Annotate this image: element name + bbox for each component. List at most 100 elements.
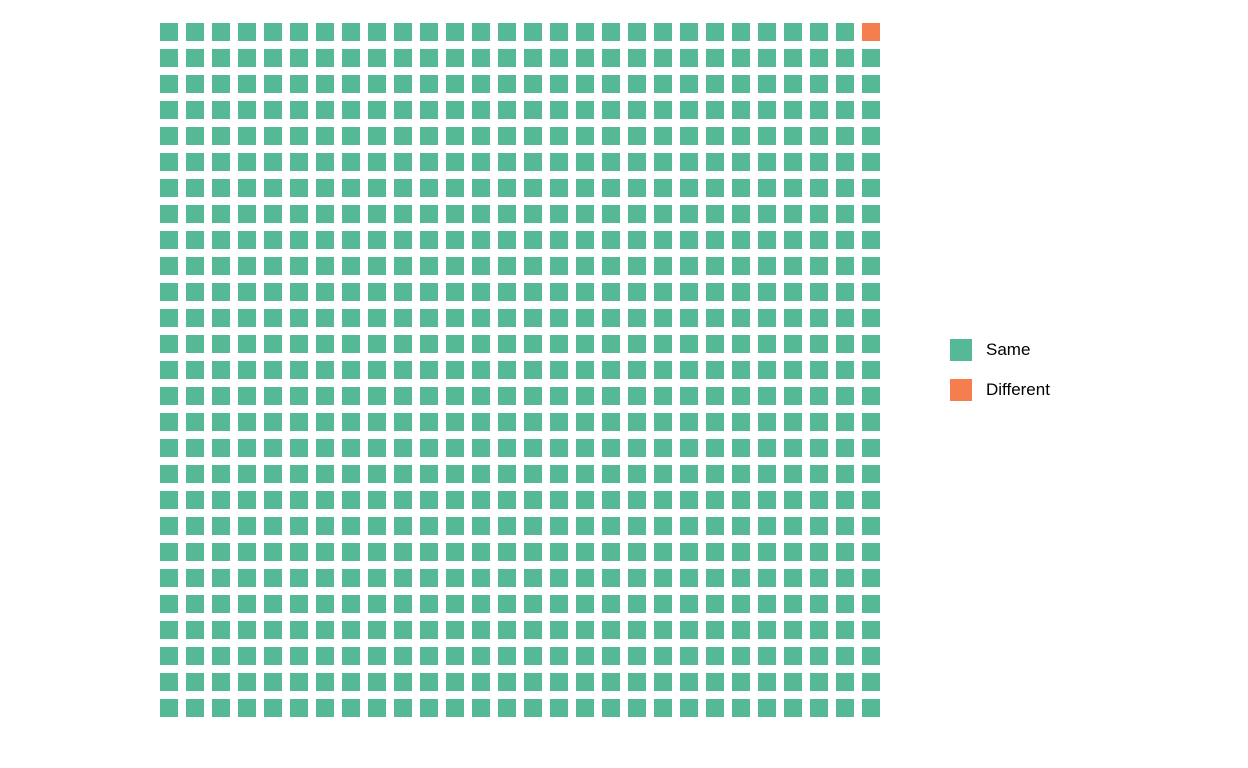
waffle-cell — [420, 283, 438, 301]
waffle-cell — [498, 361, 516, 379]
waffle-cell — [472, 179, 490, 197]
waffle-cell — [342, 491, 360, 509]
waffle-cell — [550, 153, 568, 171]
waffle-cell — [368, 127, 386, 145]
waffle-cell — [862, 465, 880, 483]
waffle-cell — [212, 127, 230, 145]
waffle-cell — [212, 465, 230, 483]
waffle-cell — [732, 465, 750, 483]
waffle-cell — [446, 491, 464, 509]
waffle-cell — [784, 205, 802, 223]
waffle-cell — [472, 361, 490, 379]
waffle-cell — [420, 335, 438, 353]
waffle-cell — [524, 205, 542, 223]
waffle-cell — [680, 413, 698, 431]
waffle-cell — [628, 127, 646, 145]
waffle-cell — [654, 75, 672, 93]
waffle-cell — [212, 517, 230, 535]
waffle-cell — [264, 387, 282, 405]
waffle-cell — [342, 413, 360, 431]
waffle-cell — [654, 231, 672, 249]
waffle-cell — [550, 647, 568, 665]
waffle-cell — [524, 387, 542, 405]
waffle-cell — [238, 231, 256, 249]
waffle-cell — [628, 673, 646, 691]
waffle-cell — [394, 127, 412, 145]
waffle-cell — [368, 231, 386, 249]
waffle-cell — [290, 75, 308, 93]
waffle-cell — [576, 179, 594, 197]
waffle-cell — [680, 699, 698, 717]
waffle-cell — [524, 491, 542, 509]
waffle-cell — [420, 231, 438, 249]
waffle-cell — [394, 517, 412, 535]
waffle-cell — [160, 153, 178, 171]
waffle-cell — [290, 179, 308, 197]
waffle-cell — [576, 413, 594, 431]
waffle-cell — [316, 673, 334, 691]
waffle-cell — [576, 49, 594, 67]
waffle-cell — [342, 309, 360, 327]
waffle-cell — [472, 413, 490, 431]
waffle-cell — [238, 257, 256, 275]
waffle-cell — [550, 283, 568, 301]
waffle-cell — [732, 387, 750, 405]
waffle-cell — [758, 517, 776, 535]
waffle-cell — [550, 673, 568, 691]
waffle-cell — [524, 517, 542, 535]
waffle-cell — [420, 413, 438, 431]
waffle-cell — [342, 439, 360, 457]
waffle-cell — [680, 569, 698, 587]
waffle-cell — [238, 621, 256, 639]
waffle-cell — [368, 673, 386, 691]
waffle-cell — [524, 179, 542, 197]
waffle-cell — [316, 23, 334, 41]
waffle-cell — [810, 153, 828, 171]
waffle-cell — [186, 127, 204, 145]
waffle-cell — [186, 595, 204, 613]
waffle-cell — [680, 621, 698, 639]
waffle-cell — [628, 491, 646, 509]
waffle-cell — [498, 387, 516, 405]
waffle-cell — [498, 153, 516, 171]
waffle-cell — [654, 387, 672, 405]
legend-item-different: Different — [950, 379, 1050, 401]
waffle-cell — [160, 49, 178, 67]
waffle-cell — [420, 673, 438, 691]
waffle-cell — [784, 179, 802, 197]
waffle-cell — [264, 127, 282, 145]
waffle-cell — [810, 595, 828, 613]
waffle-cell — [264, 75, 282, 93]
waffle-cell — [212, 673, 230, 691]
waffle-cell — [238, 465, 256, 483]
waffle-cell — [316, 75, 334, 93]
waffle-cell — [498, 23, 516, 41]
waffle-cell — [810, 231, 828, 249]
waffle-cell — [602, 49, 620, 67]
waffle-cell — [810, 101, 828, 119]
waffle-cell — [160, 595, 178, 613]
waffle-cell — [628, 23, 646, 41]
waffle-cell — [420, 257, 438, 275]
waffle-cell — [498, 543, 516, 561]
waffle-cell — [862, 621, 880, 639]
waffle-cell — [602, 491, 620, 509]
waffle-cell — [784, 439, 802, 457]
waffle-cell — [420, 439, 438, 457]
waffle-cell — [238, 543, 256, 561]
waffle-cell — [602, 309, 620, 327]
waffle-cell — [706, 543, 724, 561]
waffle-cell — [420, 49, 438, 67]
waffle-cell — [186, 75, 204, 93]
waffle-cell — [784, 75, 802, 93]
waffle-cell — [212, 699, 230, 717]
waffle-cell — [316, 205, 334, 223]
waffle-cell — [758, 75, 776, 93]
waffle-cell — [524, 231, 542, 249]
waffle-cell — [394, 49, 412, 67]
waffle-cell — [394, 257, 412, 275]
waffle-cell — [758, 127, 776, 145]
waffle-cell — [238, 439, 256, 457]
waffle-cell — [212, 361, 230, 379]
waffle-cell — [498, 49, 516, 67]
